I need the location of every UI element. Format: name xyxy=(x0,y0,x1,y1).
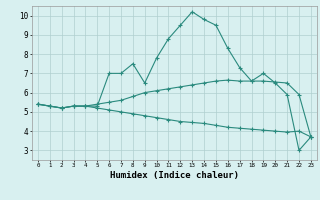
X-axis label: Humidex (Indice chaleur): Humidex (Indice chaleur) xyxy=(110,171,239,180)
